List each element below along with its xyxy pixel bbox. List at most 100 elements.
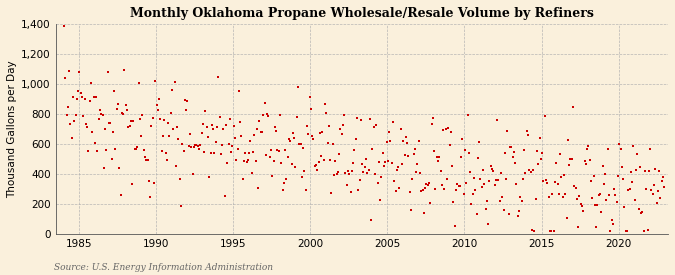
Point (423, 183, 433, 187)
Point (353, 188, 364, 192)
Point (464, 150, 475, 155)
Point (103, 69, 113, 74)
Point (471, 211, 482, 216)
Point (493, 178, 504, 182)
Point (217, 142, 227, 147)
Point (262, 112, 273, 116)
Point (583, 144, 594, 148)
Point (430, 186, 441, 191)
Point (333, 152, 344, 157)
Point (97, 112, 108, 117)
Point (501, 177, 512, 181)
Point (380, 160, 391, 164)
Point (497, 195, 508, 199)
Point (305, 107, 316, 112)
Point (510, 161, 520, 166)
Point (194, 147, 205, 151)
Point (161, 158, 172, 162)
Point (618, 177, 628, 182)
Point (468, 175, 479, 180)
Point (554, 191, 564, 196)
Point (95, 108, 105, 112)
Point (111, 107, 122, 111)
Point (296, 175, 307, 179)
Point (384, 130, 395, 134)
Point (248, 150, 259, 154)
Point (169, 79, 180, 84)
Point (587, 195, 598, 200)
Point (366, 218, 377, 222)
Point (613, 174, 624, 179)
Point (616, 165, 627, 170)
Point (558, 195, 568, 199)
Point (448, 200, 459, 204)
Point (582, 147, 593, 151)
Point (188, 145, 199, 150)
Point (148, 181, 159, 185)
Point (290, 164, 301, 169)
Point (195, 143, 206, 147)
Point (549, 180, 560, 184)
Point (268, 158, 279, 163)
Point (201, 125, 212, 130)
Point (609, 187, 620, 191)
Point (123, 125, 134, 129)
Point (518, 177, 529, 182)
Point (646, 188, 657, 192)
Point (640, 169, 651, 174)
Point (421, 182, 432, 186)
Point (645, 147, 655, 151)
Point (403, 154, 414, 158)
Point (130, 146, 141, 151)
Point (416, 189, 427, 194)
Point (519, 148, 530, 152)
Point (335, 127, 346, 131)
Point (470, 187, 481, 192)
Point (346, 169, 357, 173)
Point (385, 139, 396, 144)
Point (254, 119, 265, 123)
Point (437, 183, 448, 187)
Point (80, 121, 91, 126)
Point (237, 177, 248, 181)
Point (285, 138, 296, 143)
Point (528, 168, 539, 172)
Point (256, 130, 267, 134)
Point (276, 161, 287, 165)
Point (597, 164, 608, 168)
Point (429, 148, 439, 153)
Point (446, 130, 456, 135)
Point (627, 180, 638, 184)
Point (389, 179, 400, 183)
Point (321, 111, 331, 115)
Point (602, 147, 613, 151)
Point (329, 172, 340, 177)
Point (628, 144, 639, 148)
Point (484, 178, 495, 183)
Point (546, 229, 557, 233)
Point (573, 224, 584, 229)
Point (472, 155, 483, 160)
Point (426, 121, 437, 126)
Point (209, 151, 220, 155)
Point (155, 117, 166, 121)
Point (291, 115, 302, 120)
Point (521, 128, 532, 133)
Point (466, 202, 477, 206)
Point (350, 137, 361, 141)
Point (284, 137, 294, 141)
Point (348, 161, 358, 166)
Point (539, 114, 550, 118)
Point (300, 188, 311, 192)
Point (417, 188, 428, 192)
Point (360, 156, 371, 161)
Point (657, 175, 668, 180)
Point (589, 203, 600, 208)
Point (564, 163, 574, 167)
Point (406, 208, 416, 212)
Point (438, 128, 449, 132)
Point (132, 145, 142, 149)
Point (70, 113, 81, 117)
Point (443, 126, 454, 131)
Point (642, 228, 653, 232)
